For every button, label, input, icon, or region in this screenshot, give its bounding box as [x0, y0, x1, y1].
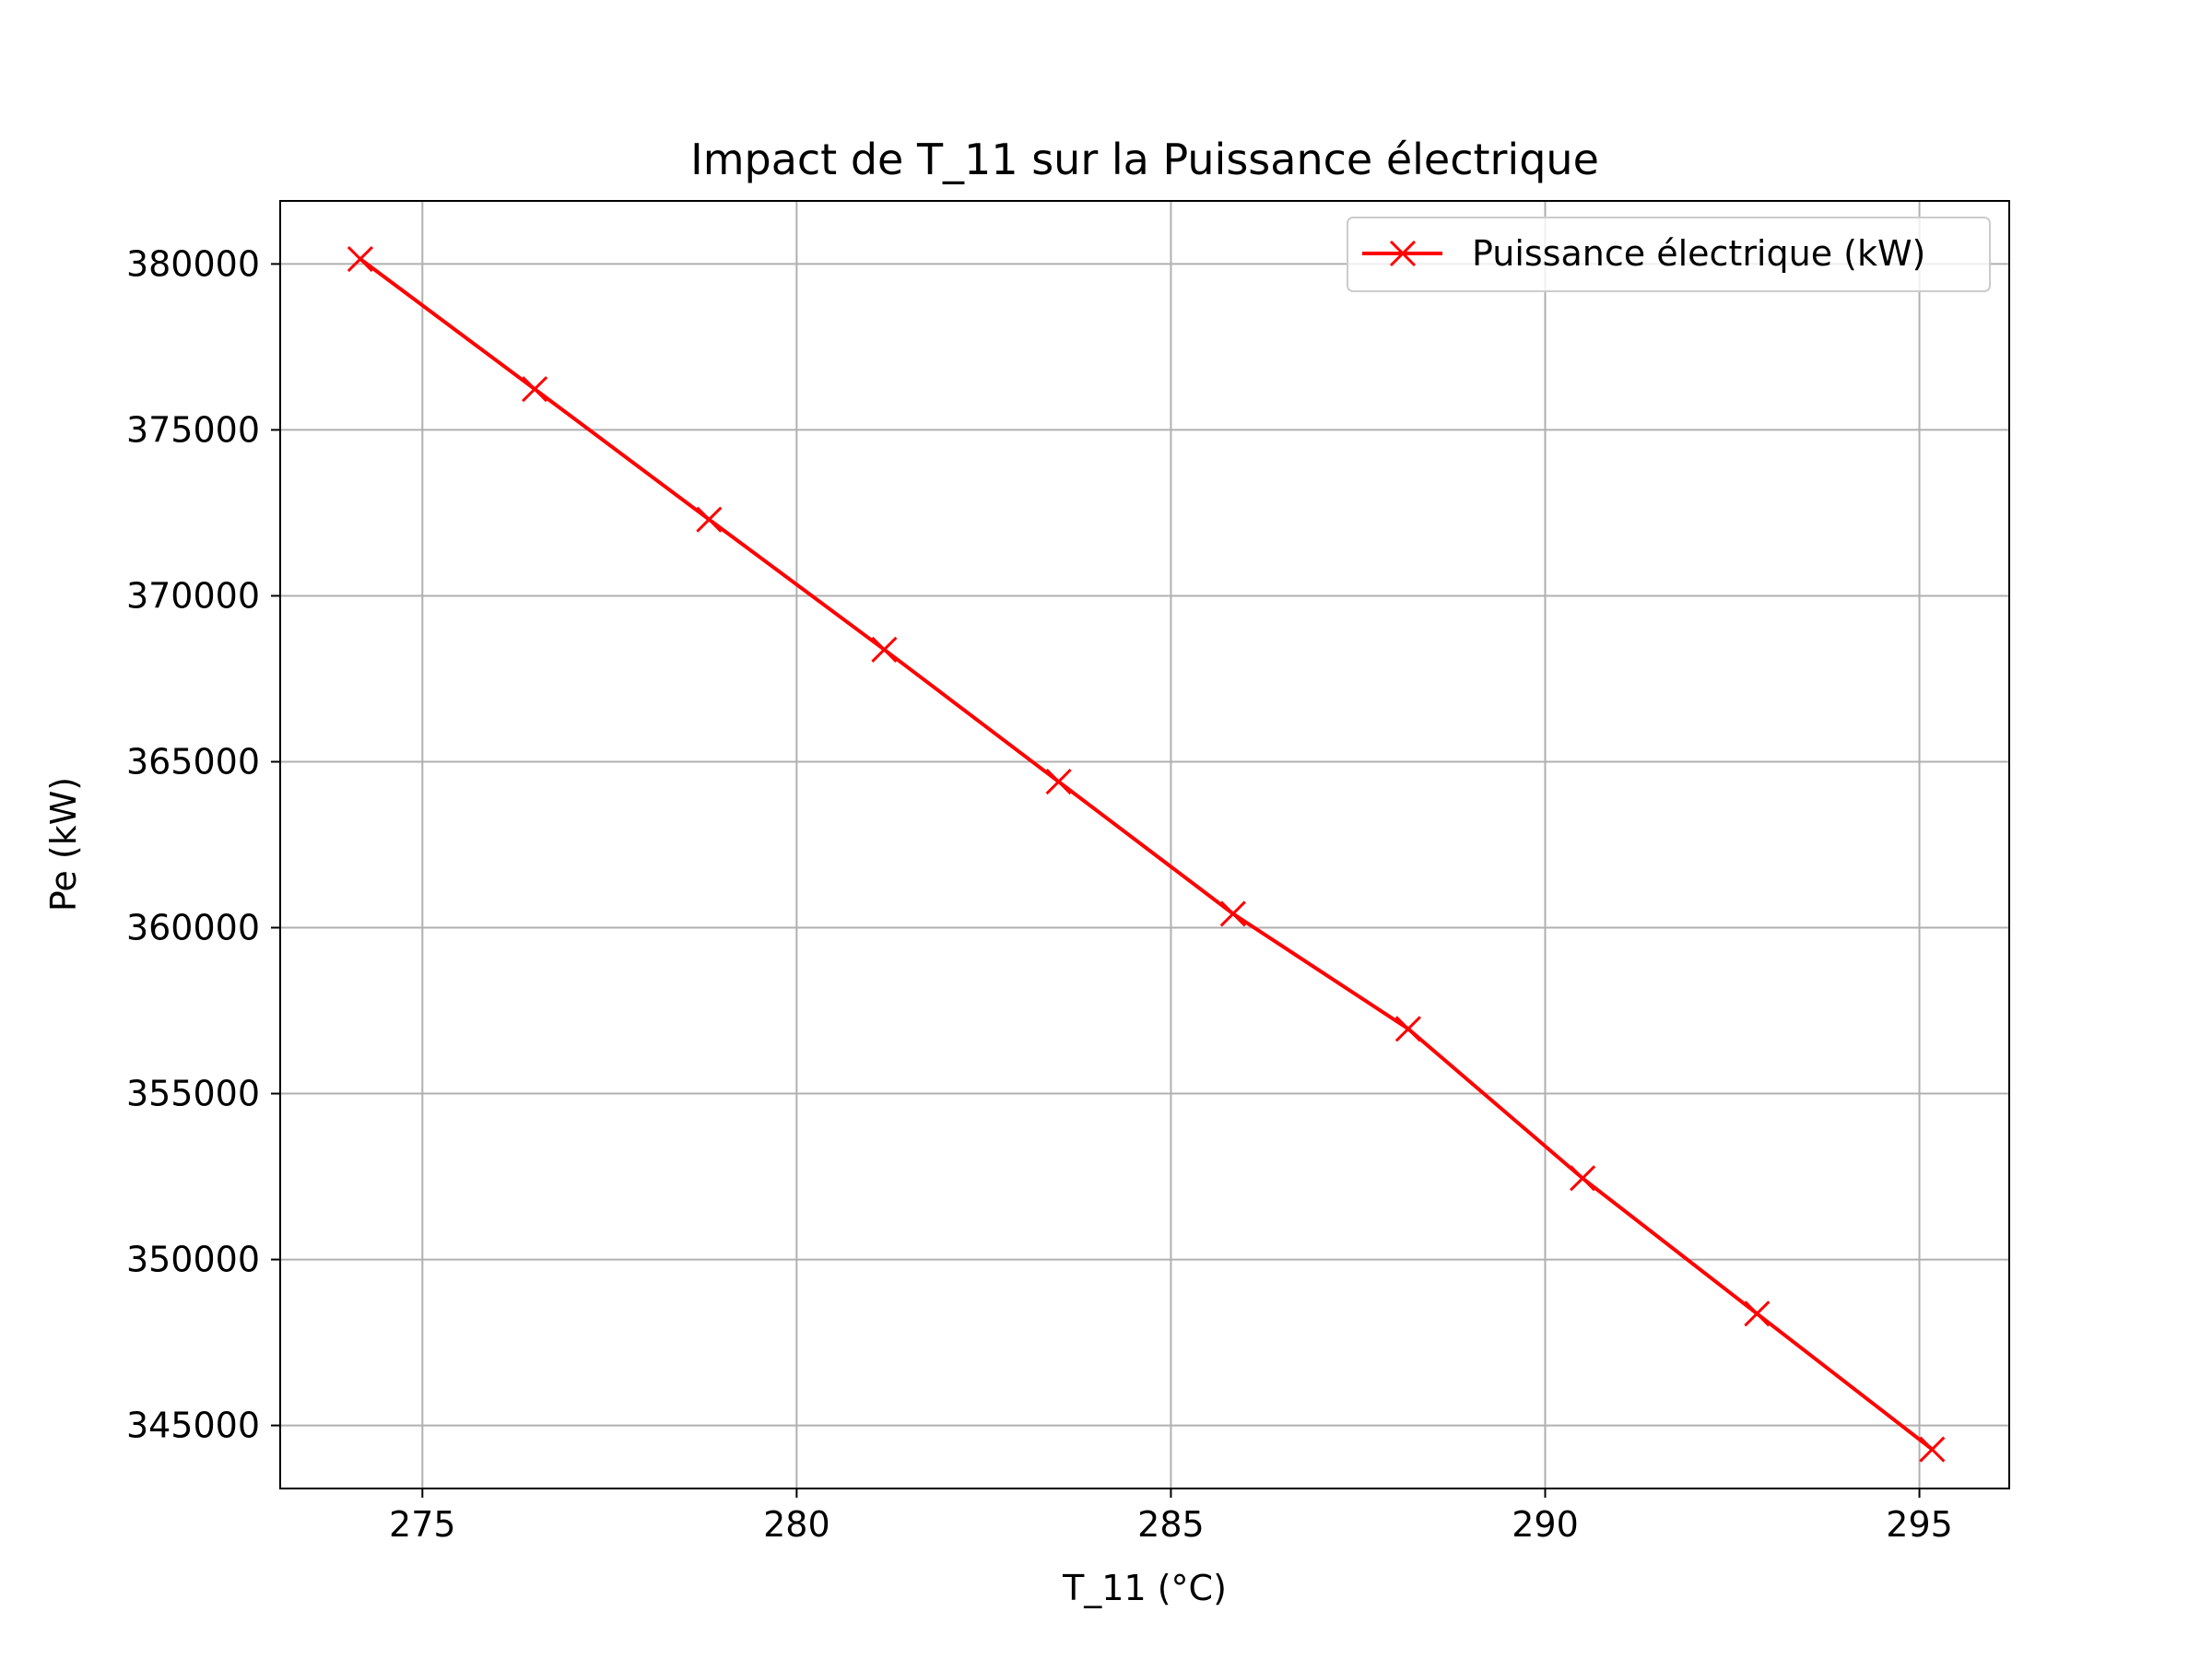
data-point-marker	[696, 506, 723, 533]
data-point-marker	[1570, 1165, 1596, 1192]
y-tick-label: 380000	[126, 243, 260, 284]
y-tick-label: 355000	[126, 1074, 260, 1114]
y-axis-ticks: 345000 350000 355000 360000 365000 370000 3750…	[126, 243, 280, 1446]
x-tick-label: 285	[1137, 1504, 1205, 1545]
data-point-marker	[1919, 1436, 1946, 1463]
x-tick-label: 295	[1886, 1504, 1953, 1545]
y-tick-label: 365000	[126, 741, 260, 782]
data-point-marker	[1744, 1300, 1771, 1327]
y-tick-label: 350000	[126, 1240, 260, 1280]
x-tick-label: 275	[389, 1504, 456, 1545]
y-tick-label: 345000	[126, 1406, 260, 1446]
y-axis-label: Pe (kW)	[43, 777, 84, 912]
data-point-marker	[1219, 900, 1246, 927]
series-layer	[347, 245, 1946, 1463]
legend-marker-icon	[1389, 240, 1417, 267]
legend-label: Puissance électrique (kW)	[1472, 233, 1925, 274]
legend-box	[1347, 217, 1991, 292]
y-tick-label: 375000	[126, 409, 260, 450]
x-axis-label: T_11 (°C)	[1062, 1568, 1227, 1608]
series-line	[359, 257, 1934, 1452]
data-point-marker	[871, 636, 898, 663]
data-point-marker	[1045, 769, 1072, 795]
y-tick-label: 360000	[126, 908, 260, 948]
x-tick-label: 280	[763, 1504, 830, 1545]
data-point-marker	[522, 376, 548, 403]
x-axis-ticks: 275 280 285 290 295	[389, 1488, 1953, 1545]
data-point-marker	[1394, 1016, 1421, 1042]
plot-frame	[279, 200, 2010, 1489]
data-point-marker	[347, 245, 373, 273]
y-tick-label: 370000	[126, 575, 260, 616]
chart-title: Impact de T_11 sur la Puissance électriq…	[690, 135, 1599, 184]
x-tick-label: 290	[1512, 1504, 1579, 1545]
grid	[280, 201, 2009, 1488]
legend: Puissance électrique (kW)	[1347, 217, 1991, 292]
